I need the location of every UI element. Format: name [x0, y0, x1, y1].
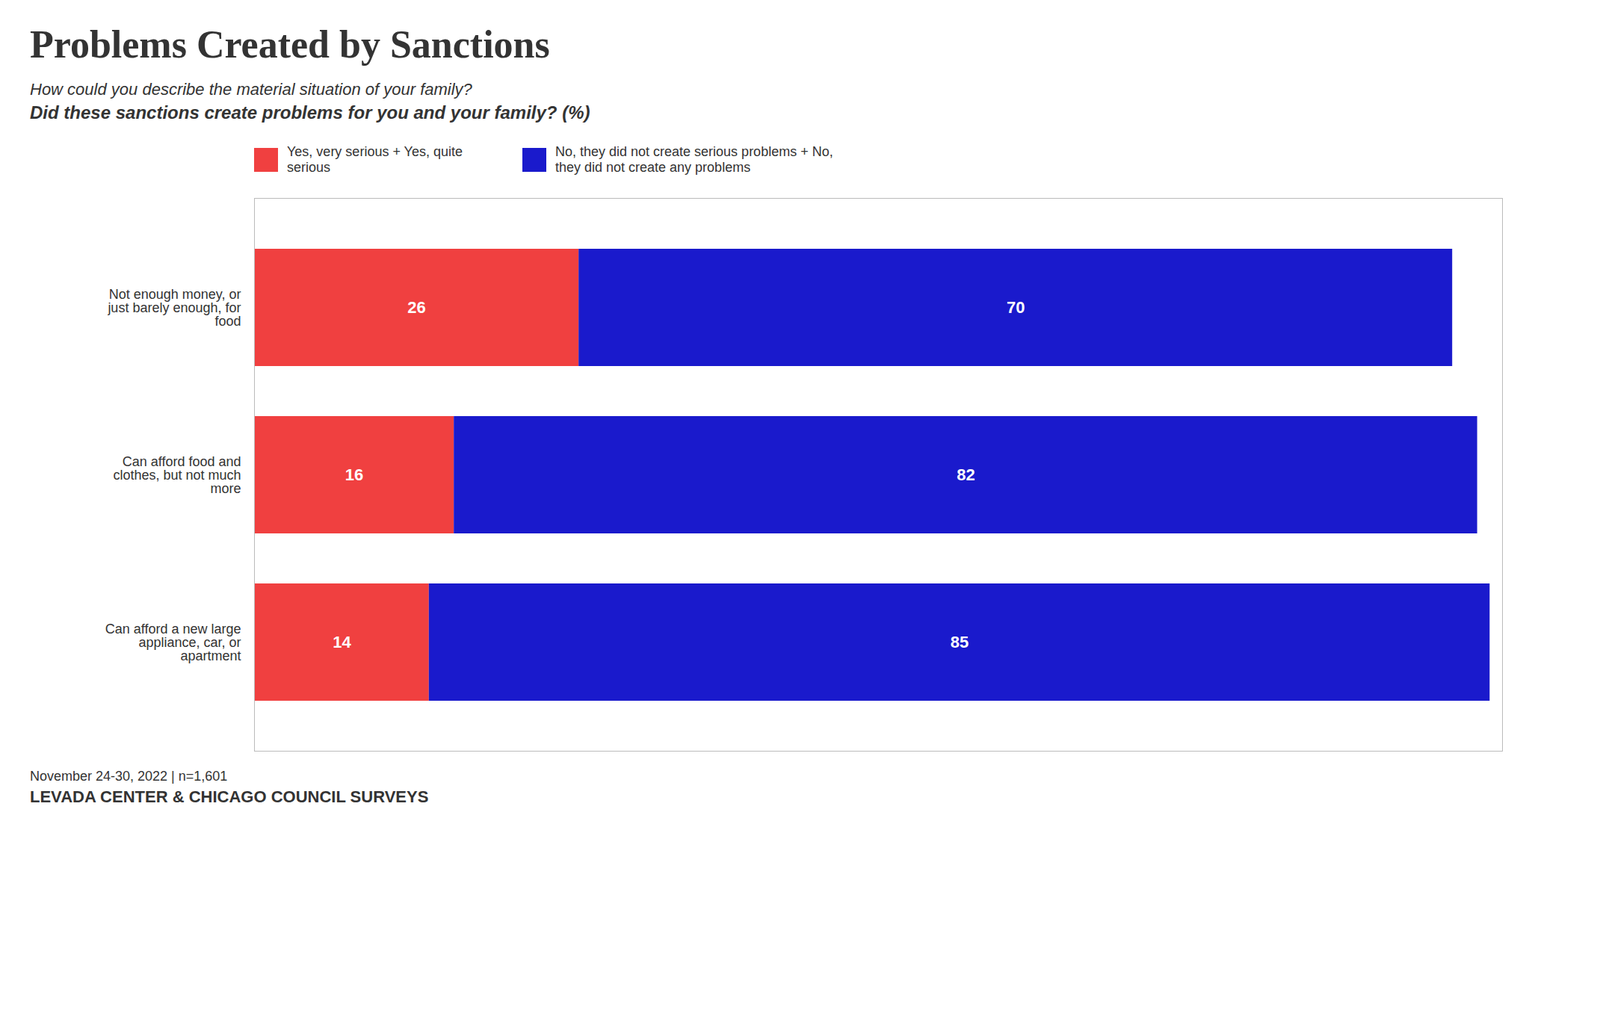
html-text:Yes, very serious + Yes, quite: Yes, very serious + Yes, quite serious	[286, 144, 463, 175]
html-text:LEVADA CENTER & CHICAGO COUNCI: LEVADA CENTER & CHICAGO COUNCIL SURVEYS	[29, 787, 429, 807]
svg-text:14: 14	[332, 632, 352, 652]
svg-text:85: 85	[950, 632, 969, 652]
html-text:Problems Created by Sanctions: Problems Created by Sanctions	[29, 23, 550, 66]
html-text:November 24-30, 2022 | n=1,601: November 24-30, 2022 | n=1,601	[29, 768, 228, 784]
svg-text:26: 26	[407, 298, 426, 317]
svg-text:16: 16	[345, 465, 364, 485]
html-text:Did these sanctions create pro: Did these sanctions create problems for …	[29, 102, 591, 123]
svg-text:Can afford a new largeapplianc: Can afford a new largeappliance, car, or…	[105, 621, 242, 664]
html-text:No, they did not create seriou: No, they did not create serious problems…	[555, 144, 834, 175]
svg-text:Not enough money, orjust barel: Not enough money, orjust barely enough, …	[106, 286, 241, 329]
svg-text:Can afford food andclothes, bu: Can afford food andclothes, but not much…	[112, 454, 241, 497]
svg-text:82: 82	[956, 465, 975, 485]
svg-text:70: 70	[1006, 298, 1025, 317]
html-text:How could you describe the mat: How could you describe the material situ…	[29, 79, 473, 99]
